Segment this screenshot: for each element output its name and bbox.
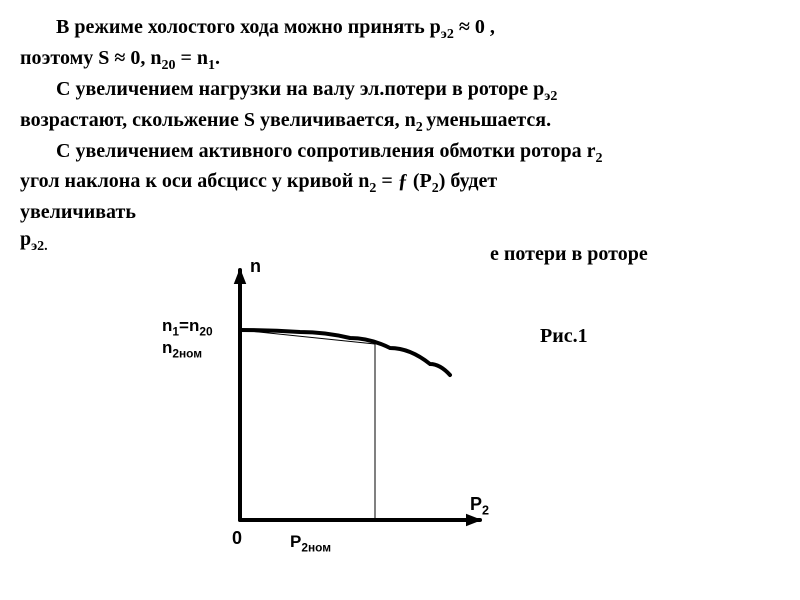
text: э2	[544, 89, 557, 104]
text: = ƒ (P	[376, 170, 431, 192]
text: 2	[416, 120, 427, 135]
paragraph-2-line-1: С увеличением нагрузки на валу эл.потери…	[0, 76, 800, 107]
text: 20	[161, 58, 175, 73]
x-axis-label: P2	[470, 494, 489, 518]
paragraph-3-line-4: pэ2.	[0, 226, 800, 257]
text: 1	[208, 58, 215, 73]
text: 2	[595, 151, 602, 166]
text: поэтому S ≈ 0, n	[20, 47, 161, 69]
speed-chart: n n1=n20 n2ном 0 P2ном P2	[150, 260, 530, 560]
figure-caption: Рис.1	[540, 325, 588, 348]
text: С увеличением активного сопротивления об…	[56, 140, 595, 162]
y-tick-n2nom: n2ном	[162, 338, 202, 360]
text: ) будет	[439, 170, 497, 192]
text: возрастают, скольжение S увеличивается, …	[20, 109, 416, 131]
text: p	[20, 228, 31, 250]
text: уменьшается.	[426, 109, 551, 131]
text: э2.	[31, 239, 48, 254]
origin-label: 0	[232, 528, 242, 549]
paragraph-2-line-2: возрастают, скольжение S увеличивается, …	[0, 107, 800, 138]
paragraph-3-line-3: увеличивать	[0, 199, 800, 226]
page: В режиме холостого хода можно принять pэ…	[0, 0, 800, 600]
text: увеличивать	[20, 201, 136, 223]
x-tick-p2nom: P2ном	[290, 532, 331, 554]
text: угол наклона к оси абсцисс у кривой n	[20, 170, 369, 192]
text: Рис.1	[540, 325, 588, 347]
paragraph-1-line-1: В режиме холостого хода можно принять pэ…	[0, 0, 800, 45]
paragraph-3-line-2: угол наклона к оси абсцисс у кривой n 2 =…	[0, 168, 800, 199]
text: С увеличением нагрузки на валу эл.потери…	[56, 78, 544, 100]
y-tick-n1-n20: n1=n20	[162, 316, 213, 338]
y-axis-label: n	[250, 256, 261, 277]
paragraph-1-line-2: поэтому S ≈ 0, n20 = n1.	[0, 45, 800, 76]
text: э2	[441, 27, 454, 42]
text: В режиме холостого хода можно принять p	[56, 16, 441, 38]
text: ≈ 0 ,	[454, 16, 495, 38]
text: 2	[432, 181, 439, 196]
text: .	[215, 47, 220, 69]
paragraph-3-line-1: С увеличением активного сопротивления об…	[0, 138, 800, 169]
text: = n	[175, 47, 208, 69]
